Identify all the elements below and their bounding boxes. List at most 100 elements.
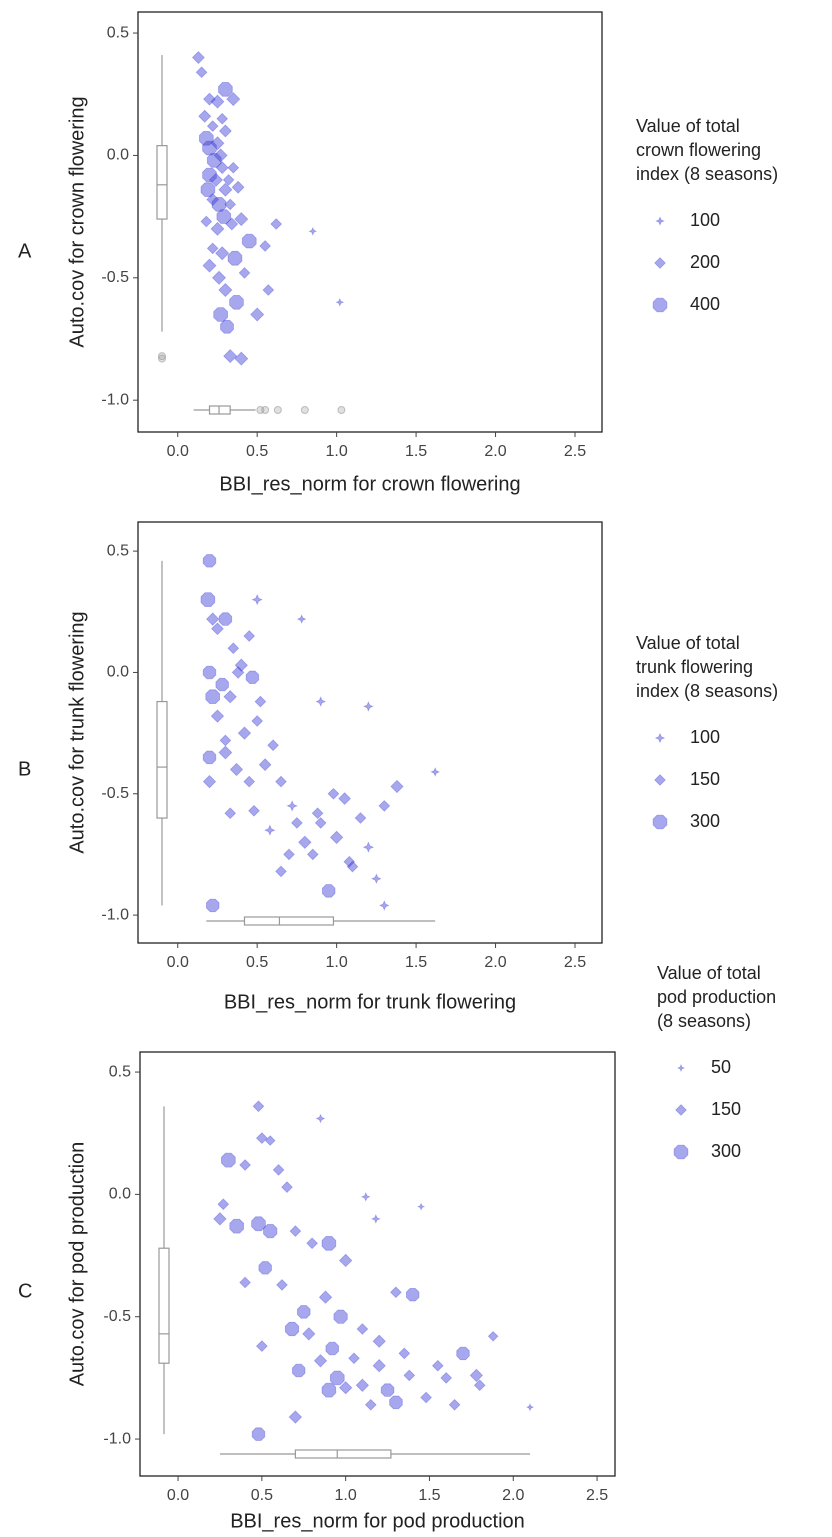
- point: [202, 140, 217, 156]
- point: [259, 240, 271, 252]
- point: [378, 900, 390, 911]
- point: [191, 51, 205, 65]
- y-tick-label: -1.0: [101, 391, 129, 408]
- point: [239, 1276, 251, 1289]
- point: [237, 726, 252, 740]
- point: [202, 167, 217, 183]
- legend-label: 300: [711, 1141, 741, 1161]
- panel-label: A: [18, 240, 32, 262]
- point: [264, 1135, 276, 1146]
- legend-marker: [675, 1104, 687, 1116]
- point: [296, 1305, 311, 1319]
- legend-marker: [676, 1063, 686, 1073]
- point: [206, 120, 219, 132]
- y-tick-label: 0.0: [107, 664, 129, 681]
- y-tick-label: 0.5: [107, 542, 129, 559]
- y-axis-label: Auto.cov for trunk flowering: [66, 611, 88, 853]
- legend-marker: [654, 774, 666, 786]
- point: [431, 1359, 444, 1372]
- point: [198, 130, 214, 146]
- point: [218, 612, 233, 626]
- box: [156, 700, 168, 819]
- box-outlier: [158, 352, 166, 361]
- legend-title: Value of total: [657, 963, 761, 983]
- point: [218, 124, 232, 138]
- box: [156, 145, 168, 220]
- box-outlier: [337, 406, 346, 414]
- point: [348, 1352, 360, 1365]
- point: [473, 1379, 486, 1392]
- point: [360, 1191, 371, 1202]
- legend-label: 150: [711, 1099, 741, 1119]
- point: [283, 848, 295, 861]
- point: [469, 1368, 484, 1383]
- legend-title: (8 seasons): [657, 1011, 751, 1031]
- point: [252, 1100, 265, 1113]
- point: [210, 136, 225, 151]
- y-tick-label: 0.0: [109, 1186, 131, 1203]
- point: [200, 182, 216, 198]
- point: [208, 172, 223, 187]
- point: [308, 226, 318, 236]
- point: [456, 1346, 470, 1361]
- point: [325, 1341, 340, 1356]
- point: [206, 193, 220, 206]
- point: [229, 294, 244, 310]
- point: [335, 297, 345, 307]
- point: [243, 775, 256, 788]
- point: [234, 212, 249, 227]
- point: [262, 284, 275, 296]
- point: [275, 865, 287, 878]
- point: [356, 1323, 369, 1335]
- point: [362, 841, 375, 853]
- legend-label: 400: [690, 294, 720, 314]
- plot-frame: [137, 521, 603, 944]
- point: [267, 739, 279, 752]
- point: [275, 775, 287, 788]
- point: [321, 1382, 337, 1398]
- y-tick-label: 0.5: [109, 1063, 131, 1080]
- point: [270, 218, 283, 230]
- point: [216, 112, 229, 125]
- point: [215, 246, 230, 261]
- x-tick-label: 0.5: [246, 443, 268, 460]
- point: [288, 1410, 303, 1424]
- point: [206, 242, 219, 255]
- point: [202, 258, 217, 273]
- point: [248, 804, 260, 817]
- point: [355, 1378, 370, 1392]
- x-tick-label: 2.5: [564, 954, 586, 971]
- y-tick-label: -1.0: [103, 1430, 131, 1447]
- legend-marker: [652, 297, 668, 313]
- x-tick-label: 2.5: [564, 443, 586, 460]
- point: [338, 792, 351, 805]
- plot-frame: [137, 11, 603, 433]
- point: [440, 1372, 453, 1384]
- legend-title: pod production: [657, 987, 776, 1007]
- x-tick-label: 0.0: [167, 1487, 189, 1504]
- point: [258, 1261, 272, 1275]
- legend-title: Value of total: [636, 116, 740, 136]
- point: [223, 690, 237, 704]
- point: [226, 92, 241, 107]
- point: [251, 1427, 266, 1441]
- x-tick-label: 0.5: [246, 954, 268, 971]
- point: [238, 267, 251, 279]
- x-tick-label: 2.0: [502, 1487, 524, 1504]
- point: [210, 94, 225, 109]
- point: [220, 1152, 236, 1168]
- box-outlier: [261, 406, 270, 414]
- point: [219, 734, 232, 747]
- point: [281, 1181, 293, 1193]
- point: [251, 715, 264, 727]
- point: [200, 215, 213, 228]
- point: [363, 701, 374, 712]
- box-outlier: [273, 406, 282, 414]
- legend-marker: [654, 257, 666, 269]
- point: [420, 1391, 432, 1404]
- x-tick-label: 0.5: [251, 1487, 273, 1504]
- legend-title: trunk flowering: [636, 657, 753, 677]
- point: [430, 767, 441, 777]
- point: [205, 898, 220, 913]
- point: [311, 807, 324, 820]
